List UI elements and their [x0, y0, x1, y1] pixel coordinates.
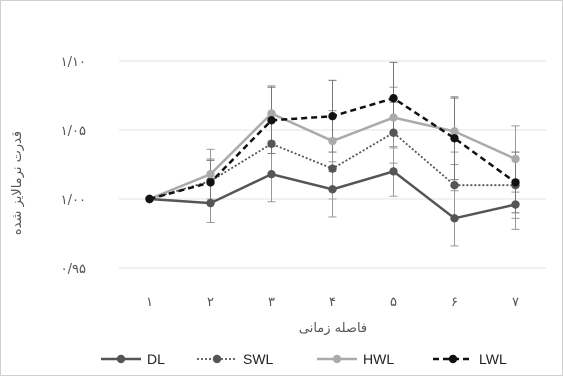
- data-point-dl: [267, 169, 276, 179]
- data-point-lwl: [328, 112, 337, 121]
- y-tick-labels: ۰/۹۵ ۱/۰۰ ۱/۰۵ ۱/۱۰: [61, 55, 86, 277]
- data-point-dl: [511, 200, 520, 209]
- y-tick-label: ۱/۱۰: [61, 55, 86, 70]
- data-point-lwl: [511, 178, 520, 187]
- data-point-hwl: [328, 136, 337, 146]
- x-tick-label: ۲: [207, 295, 214, 310]
- data-point-hwl: [450, 127, 459, 136]
- y-axis-label: قدرت نرمالایز شده: [10, 131, 25, 235]
- legend-marker-swl: [212, 354, 222, 364]
- x-tick-labels: ۱ ۲ ۳ ۴ ۵ ۶ ۷: [146, 295, 519, 310]
- data-point-lwl: [206, 178, 215, 187]
- data-point-dl: [328, 185, 337, 194]
- legend-label-dl: DL: [147, 351, 165, 367]
- x-tick-label: ۳: [268, 295, 275, 310]
- y-tick-label: ۱/۰۵: [61, 124, 86, 139]
- legend-label-hwl: HWL: [363, 351, 394, 367]
- x-tick-label: ۷: [512, 295, 519, 310]
- data-point-swl: [328, 164, 337, 173]
- error-bars: [206, 61, 520, 247]
- data-point-lwl: [450, 134, 459, 143]
- data-point-swl: [389, 128, 398, 137]
- data-point-lwl: [389, 94, 398, 103]
- data-point-dl: [450, 214, 459, 223]
- legend: DL SWL HWL LWL: [101, 351, 507, 367]
- data-point-hwl: [206, 169, 215, 179]
- x-tick-label: ۱: [146, 295, 153, 310]
- data-point-dl: [389, 167, 398, 176]
- data-point-swl: [450, 181, 459, 190]
- data-point-hwl: [511, 154, 520, 164]
- data-point-hwl: [267, 109, 276, 118]
- y-tick-label: ۰/۹۵: [61, 262, 86, 277]
- legend-marker-hwl: [332, 354, 342, 364]
- legend-marker-dl: [116, 354, 126, 364]
- legend-label-lwl: LWL: [479, 351, 507, 367]
- legend-marker-lwl: [448, 354, 458, 364]
- data-point-lwl: [267, 116, 276, 125]
- x-tick-label: ۵: [390, 295, 397, 310]
- series-points: [145, 94, 520, 223]
- x-axis-label: فاصله زمانی: [299, 321, 367, 336]
- data-point-dl: [206, 198, 215, 208]
- x-tick-label: ۶: [451, 295, 458, 310]
- data-point-lwl: [145, 194, 154, 204]
- x-tick-label: ۴: [329, 295, 336, 310]
- data-point-swl: [267, 139, 276, 148]
- y-tick-label: ۱/۰۰: [61, 193, 86, 208]
- data-point-hwl: [389, 113, 398, 122]
- legend-label-swl: SWL: [243, 351, 274, 367]
